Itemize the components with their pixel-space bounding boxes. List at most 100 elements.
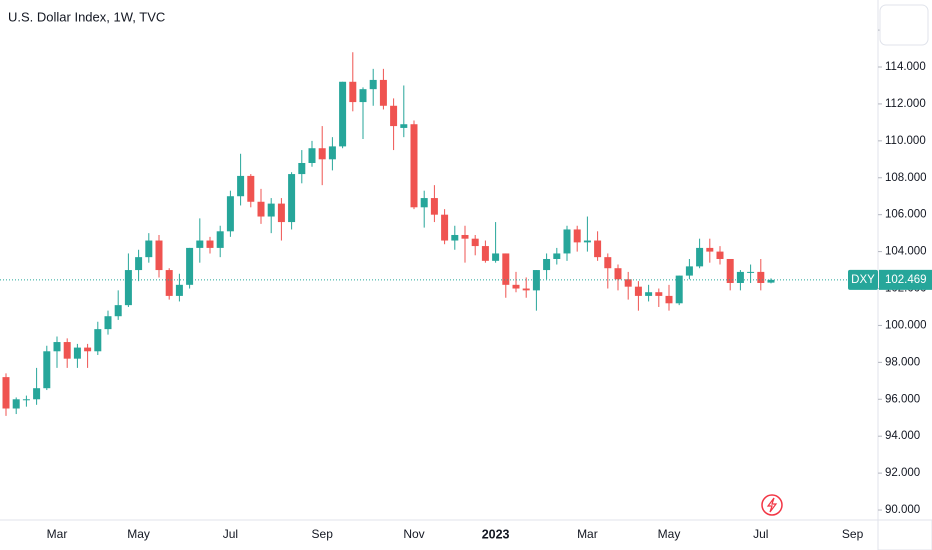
candle-body	[339, 81, 347, 147]
x-tick-label: Jul	[753, 527, 768, 541]
candle-body	[73, 347, 81, 359]
candle-body	[655, 292, 663, 296]
axis-corner-border	[877, 519, 932, 550]
candle-body	[175, 284, 183, 296]
candle-body	[196, 240, 204, 248]
candle-body	[349, 81, 357, 103]
time-axis: Mar May Jul Sep Nov 2023 Mar May Jul Sep	[47, 527, 864, 541]
candle-body	[145, 240, 153, 258]
x-tick-label: Jul	[223, 527, 238, 541]
candle-body	[104, 316, 112, 330]
candle-body	[135, 257, 143, 271]
candle-body	[553, 253, 561, 259]
candle-body	[165, 270, 173, 296]
candle-body	[604, 257, 612, 269]
x-tick-label: May	[127, 527, 150, 541]
candle-body	[563, 229, 571, 254]
candle-body	[726, 258, 734, 283]
candle-body	[502, 253, 510, 285]
candle-body	[420, 198, 428, 208]
x-tick-label: Nov	[403, 527, 424, 541]
axis-corner	[878, 520, 932, 550]
candle-body	[226, 196, 234, 232]
candle-body	[298, 162, 306, 175]
x-tick-label: Mar	[47, 527, 68, 541]
candle-body	[481, 246, 489, 261]
candle-body	[675, 275, 683, 304]
candle-body	[400, 124, 408, 128]
x-tick-label: Mar	[577, 527, 598, 541]
candle-body	[757, 271, 765, 283]
candle-body	[216, 231, 224, 248]
candle-body	[767, 279, 775, 283]
y-tick-label: 90.000	[885, 504, 920, 516]
candle-body	[696, 247, 704, 267]
candle-body	[736, 271, 744, 283]
candle-body	[155, 240, 163, 271]
candle-body	[492, 253, 500, 261]
candle-body	[522, 288, 530, 291]
event-icon[interactable]	[761, 494, 783, 516]
candle-body	[257, 201, 265, 217]
candle-body	[206, 240, 214, 248]
candle-body	[512, 284, 520, 289]
candle-body	[318, 148, 326, 160]
candle-body	[33, 388, 41, 400]
candle-body	[124, 270, 132, 306]
candle-body	[43, 351, 51, 389]
symbol-label: DXY	[851, 274, 875, 286]
candle-body	[461, 234, 469, 239]
candle-body	[237, 175, 245, 197]
candle-body	[451, 234, 459, 241]
last-price-label: 102.469	[885, 274, 927, 286]
candle-body	[94, 329, 102, 352]
candle-body	[277, 203, 285, 223]
candle-body	[645, 292, 653, 296]
candle-body	[471, 238, 479, 247]
settings-button[interactable]	[879, 4, 929, 46]
y-tick-label: 96.000	[885, 393, 920, 405]
candle-body	[685, 266, 693, 276]
candle-body	[369, 79, 377, 90]
candle-body	[624, 279, 632, 287]
y-tick-label: 108.000	[885, 172, 927, 184]
candle-body	[594, 240, 602, 258]
candle-body	[267, 203, 275, 217]
last-price-badge: DXY 102.469	[848, 269, 932, 290]
candle-body	[114, 305, 122, 317]
candle-body	[634, 286, 642, 296]
candle-body	[63, 342, 71, 359]
chart-title: U.S. Dollar Index, 1W, TVC	[8, 9, 165, 24]
candle-body	[308, 148, 316, 163]
candle-body	[12, 399, 20, 409]
candle-body	[614, 268, 622, 280]
x-tick-label: May	[658, 527, 681, 541]
candle-body	[84, 347, 92, 352]
candle-body	[441, 214, 449, 241]
x-tick-label: Sep	[312, 527, 334, 541]
candle-body	[186, 247, 194, 285]
y-tick-label: 114.000	[885, 61, 926, 73]
candle-body	[359, 89, 367, 103]
y-tick-label: 110.000	[885, 135, 926, 147]
y-tick-label: 106.000	[885, 209, 927, 221]
y-tick-label: 112.000	[885, 98, 926, 110]
event-icon-bolt	[766, 497, 778, 513]
y-tick-label: 100.000	[885, 319, 927, 331]
y-tick-label: 94.000	[885, 430, 920, 442]
candle-body	[22, 399, 30, 401]
candle-body	[288, 174, 296, 223]
x-tick-label: 2023	[482, 527, 510, 541]
candle-body	[247, 175, 255, 202]
price-badge	[879, 269, 932, 290]
candle-body	[53, 342, 61, 352]
candle-body	[390, 105, 398, 127]
x-tick-label: Sep	[842, 527, 864, 541]
candle-body	[379, 79, 387, 106]
candle-body	[543, 258, 551, 271]
candle-body	[706, 247, 714, 252]
candle-body	[532, 270, 540, 291]
plot-area	[0, 52, 878, 416]
